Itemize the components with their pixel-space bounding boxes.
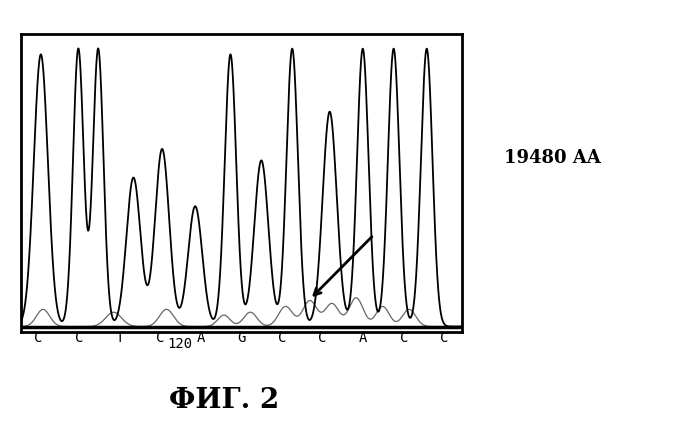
Text: 19480 AA: 19480 AA <box>504 149 601 167</box>
Text: A: A <box>359 331 368 345</box>
Text: G: G <box>237 331 246 345</box>
Text: C: C <box>278 331 286 345</box>
Text: C: C <box>34 331 43 345</box>
Text: C: C <box>400 331 408 345</box>
Text: C: C <box>318 331 327 345</box>
Text: C: C <box>156 331 164 345</box>
Text: C: C <box>440 331 449 345</box>
Text: A: A <box>197 331 205 345</box>
Text: T: T <box>116 331 124 345</box>
Text: 120: 120 <box>167 337 192 351</box>
Text: ФИГ. 2: ФИГ. 2 <box>169 387 279 414</box>
Text: C: C <box>75 331 83 345</box>
